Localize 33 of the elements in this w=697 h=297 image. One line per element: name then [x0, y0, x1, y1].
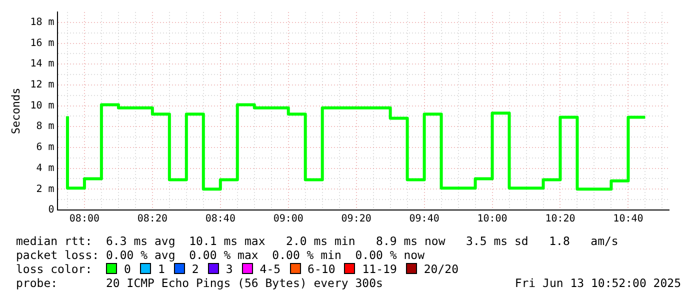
text: Fri Jun 13 10:52:00 2025 — [514, 276, 681, 290]
text: probe: 20 ICMP Echo Pings (56 Bytes) every 300s — [16, 276, 383, 290]
text: median rtt: 6.3 ms avg 10.1 ms max 2.0 ms min 8.9 ms now 3.5 ms sd 1.8 am/s — [16, 234, 618, 248]
y-tick-label: 6 m — [36, 142, 54, 154]
text: 11-19 — [362, 262, 397, 276]
x-tick-label: 08:20 — [137, 214, 168, 225]
y-tick-label: 12 m — [30, 80, 54, 91]
x-tick-label: 10:20 — [545, 214, 576, 225]
y-tick-label: 2 m — [36, 184, 54, 195]
x-tick-label: 10:40 — [613, 214, 644, 225]
text: 1 — [158, 262, 165, 276]
y-tick-label: 0 — [48, 204, 54, 216]
y-tick-label: 14 m — [30, 58, 54, 70]
text: loss color: — [16, 262, 94, 276]
text: 3 — [226, 262, 233, 276]
y-tick-label: 10 m — [30, 100, 54, 112]
x-tick-label: 09:40 — [409, 214, 440, 225]
y-tick-label: 8 m — [36, 121, 54, 132]
text: 20/20 — [424, 262, 458, 276]
text: packet loss: 0.00 % avg 0.00 % max 0.00 % min 0.00 % now — [16, 248, 424, 262]
x-tick-label: 10:00 — [477, 214, 508, 225]
x-tick-label: 08:40 — [205, 214, 236, 225]
y-axis-title: Seconds — [9, 88, 22, 134]
text: 0 — [124, 262, 131, 276]
text: 2 — [192, 262, 199, 276]
y-tick-label: 4 m — [36, 162, 54, 174]
text: 4-5 — [260, 262, 281, 276]
x-tick-label: 09:00 — [273, 214, 304, 225]
y-tick-label: 18 m — [30, 17, 54, 28]
x-tick-label: 08:00 — [69, 214, 100, 225]
text: 6-10 — [308, 262, 336, 276]
y-tick-label: 16 m — [30, 38, 54, 49]
x-tick-label: 09:20 — [341, 214, 372, 225]
